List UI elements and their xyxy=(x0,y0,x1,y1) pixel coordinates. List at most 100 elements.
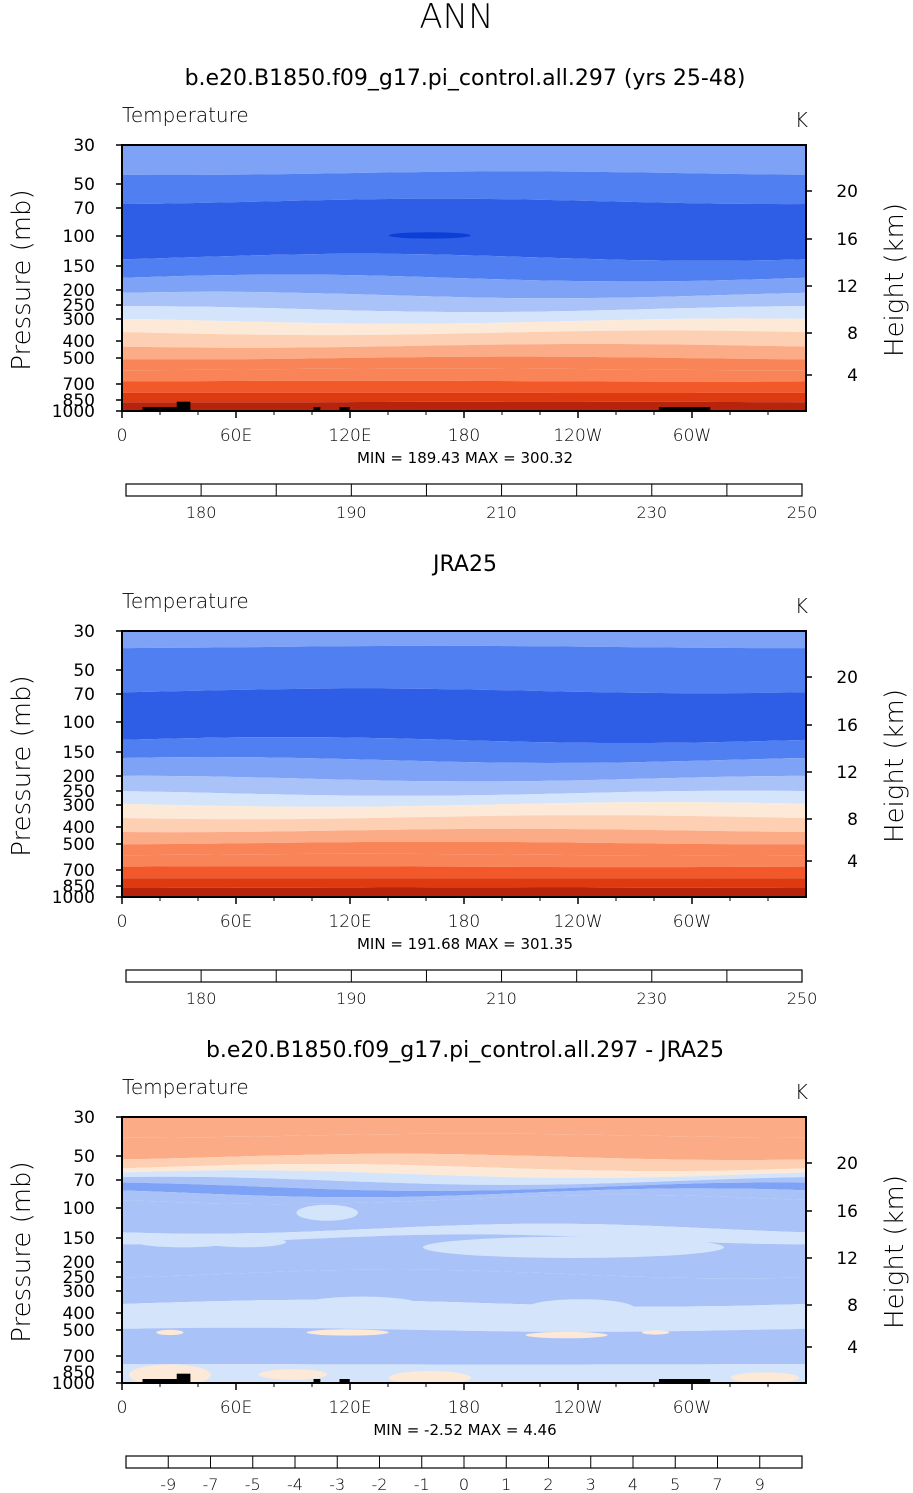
contour-band xyxy=(122,757,806,782)
y-tick-label: 850 xyxy=(63,877,95,897)
contour-band xyxy=(122,291,806,313)
y-tick-label: 70 xyxy=(73,685,95,705)
contour-band xyxy=(122,828,806,845)
y2-tick-label: 16 xyxy=(836,1202,858,1222)
y-tick-label: 150 xyxy=(63,257,95,277)
y2-tick-label: 12 xyxy=(836,763,858,783)
y-tick-label: 400 xyxy=(63,332,95,352)
x-tick-label: 120W xyxy=(553,1398,602,1418)
y2-axis-title: Height (km) xyxy=(880,203,910,357)
min-max-stats: MIN = -2.52 MAX = 4.46 xyxy=(373,1421,556,1439)
y2-tick-label: 20 xyxy=(836,182,858,202)
y-tick-label: 850 xyxy=(63,1363,95,1383)
contour-band xyxy=(122,853,806,868)
variable-label: Temperature xyxy=(122,589,249,613)
contour-band xyxy=(122,1327,806,1365)
contour-patch xyxy=(525,1331,608,1339)
units-label: K xyxy=(795,1080,808,1104)
contour-band xyxy=(122,866,806,879)
x-tick-label: 180 xyxy=(448,426,480,446)
contour-band xyxy=(122,1299,806,1332)
y-axis-title: Pressure (mb) xyxy=(7,675,37,856)
contour-band xyxy=(122,401,806,411)
panel-difference: b.e20.B1850.f09_g17.pi_control.all.297 -… xyxy=(7,1038,910,1493)
contour-field xyxy=(122,145,806,411)
x-tick-label: 120W xyxy=(553,912,602,932)
colorbar-label: -9 xyxy=(160,1475,176,1493)
x-tick-label: 60W xyxy=(673,426,711,446)
contour-patch xyxy=(306,1329,389,1336)
y-axis-title: Pressure (mb) xyxy=(7,1161,37,1342)
contour-patch xyxy=(299,1296,423,1316)
y-tick-label: 100 xyxy=(63,1199,95,1219)
contour-patch xyxy=(422,1236,724,1258)
colorbar-label: 190 xyxy=(336,503,367,522)
y-tick-label: 50 xyxy=(73,661,95,681)
y-tick-label: 200 xyxy=(63,1253,95,1273)
contour-band xyxy=(122,368,806,382)
contour-band xyxy=(122,631,806,649)
colorbar-frame xyxy=(125,483,803,497)
y-tick-label: 70 xyxy=(73,1171,95,1191)
panel-title: b.e20.B1850.f09_g17.pi_control.all.297 -… xyxy=(206,1038,724,1063)
topography-mask xyxy=(658,1379,711,1383)
y2-tick-label: 8 xyxy=(847,1296,858,1316)
colorbar-label: 2 xyxy=(543,1475,553,1493)
contour-band xyxy=(122,1188,806,1205)
x-tick-label: 60E xyxy=(220,1398,252,1418)
y2-axis-title: Height (km) xyxy=(880,1175,910,1329)
contour-field xyxy=(122,631,806,897)
topography-mask xyxy=(658,407,711,411)
y-tick-label: 700 xyxy=(63,1347,95,1367)
y-tick-label: 700 xyxy=(63,861,95,881)
colorbar-label: 1 xyxy=(501,1475,511,1493)
colorbar-label: 4 xyxy=(628,1475,638,1493)
y2-tick-label: 20 xyxy=(836,668,858,688)
y2-tick-label: 16 xyxy=(836,230,858,250)
contour-band xyxy=(122,1153,806,1172)
contour-band xyxy=(122,318,806,336)
colorbar-label: 230 xyxy=(637,989,668,1008)
colorbar-label: 0 xyxy=(459,1475,469,1493)
x-tick-label: 0 xyxy=(117,912,128,932)
panel-title: b.e20.B1850.f09_g17.pi_control.all.297 (… xyxy=(185,66,746,91)
x-tick-label: 60E xyxy=(220,426,252,446)
colorbar-label: 230 xyxy=(637,503,668,522)
colorbar-label: 250 xyxy=(787,989,818,1008)
contour-band xyxy=(122,841,806,856)
contour-patch xyxy=(730,1372,800,1383)
y-tick-label: 300 xyxy=(63,796,95,816)
colorbar-label: 180 xyxy=(186,989,217,1008)
contour-band xyxy=(122,356,806,371)
x-tick-label: 180 xyxy=(448,912,480,932)
contour-band xyxy=(122,380,806,393)
contour-band xyxy=(122,688,806,743)
topography-mask xyxy=(313,407,321,411)
contour-band xyxy=(122,1176,806,1191)
y2-tick-label: 4 xyxy=(847,366,858,386)
y-tick-label: 850 xyxy=(63,391,95,411)
y2-tick-label: 4 xyxy=(847,1338,858,1358)
contour-patch xyxy=(641,1330,670,1335)
contour-band xyxy=(122,330,806,348)
contour-patch xyxy=(525,1299,636,1318)
contour-band xyxy=(122,1223,806,1245)
colorbar-label: 9 xyxy=(755,1475,765,1493)
contour-band xyxy=(122,392,806,403)
y2-tick-label: 4 xyxy=(847,852,858,872)
y-tick-label: 200 xyxy=(63,767,95,787)
y-tick-label: 500 xyxy=(63,349,95,369)
contour-patch xyxy=(388,1371,471,1383)
contour-band xyxy=(122,1182,806,1198)
contour-band xyxy=(122,887,806,897)
y-tick-label: 70 xyxy=(73,199,95,219)
y-tick-label: 30 xyxy=(73,1108,95,1128)
contour-band xyxy=(122,1164,806,1178)
topography-mask xyxy=(142,1379,184,1383)
colorbar-label: -1 xyxy=(414,1475,430,1493)
topography-mask xyxy=(339,1379,350,1383)
colorbar-label: 180 xyxy=(186,503,217,522)
contour-band xyxy=(122,790,806,807)
